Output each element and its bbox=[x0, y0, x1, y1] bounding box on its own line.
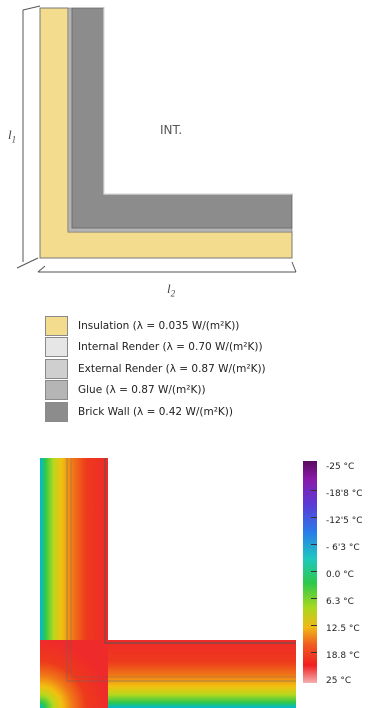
l1-subscript: 1 bbox=[11, 134, 17, 145]
legend-label: Brick Wall (λ = 0.42 W/(m²K)) bbox=[78, 405, 233, 418]
thermal-interior bbox=[108, 458, 298, 640]
scale-label: 12.5 °C bbox=[326, 624, 360, 634]
interior-label: INT. bbox=[160, 123, 183, 137]
scale-tick bbox=[311, 490, 317, 491]
legend-swatch bbox=[45, 380, 68, 401]
l2-right-arrow bbox=[291, 261, 297, 273]
scale-tick bbox=[311, 544, 317, 545]
l2-left-arrow bbox=[37, 265, 46, 273]
thermal-boundary-glue bbox=[70, 458, 296, 678]
l2-letter: l bbox=[167, 281, 171, 296]
scale-label: 25 °C bbox=[326, 676, 352, 686]
scale-label: -12'5 °C bbox=[326, 516, 363, 526]
legend-item-brick-wall: Brick Wall (λ = 0.42 W/(m²K)) bbox=[45, 401, 365, 423]
legend-swatch bbox=[45, 315, 68, 336]
legend-swatch bbox=[45, 358, 68, 379]
thermal-horizontal-leg bbox=[108, 640, 296, 708]
material-legend: Insulation (λ = 0.035 W/(m²K)) Internal … bbox=[45, 315, 365, 423]
scale-tick bbox=[311, 571, 317, 572]
legend-item-insulation: Insulation (λ = 0.035 W/(m²K)) bbox=[45, 315, 365, 337]
legend-label: Glue (λ = 0.87 W/(m²K)) bbox=[78, 384, 206, 397]
legend-label: External Render (λ = 0.87 W/(m²K)) bbox=[78, 362, 266, 375]
temperature-scale-bar bbox=[303, 461, 317, 683]
legend-item-external-render: External Render (λ = 0.87 W/(m²K)) bbox=[45, 358, 365, 380]
legend-item-internal-render: Internal Render (λ = 0.70 W/(m²K)) bbox=[45, 337, 365, 359]
l2-subscript: 2 bbox=[170, 288, 176, 299]
l1-bottom-arrow bbox=[16, 257, 39, 269]
scale-tick bbox=[311, 598, 317, 599]
internal-render-layer bbox=[103, 8, 292, 195]
l1-top-arrow bbox=[22, 5, 41, 11]
thermal-vertical-leg bbox=[40, 458, 108, 646]
l2-label: l2 bbox=[167, 281, 175, 299]
scale-label: - 6'3 °C bbox=[326, 543, 360, 553]
thermal-corner bbox=[40, 640, 108, 708]
scale-label: -18'8 °C bbox=[326, 489, 363, 499]
l1-label: l1 bbox=[8, 127, 16, 145]
scale-tick bbox=[311, 625, 317, 626]
scale-tick bbox=[311, 517, 317, 518]
scale-label: 0.0 °C bbox=[326, 570, 354, 580]
l1-letter: l bbox=[8, 127, 12, 142]
legend-item-glue: Glue (λ = 0.87 W/(m²K)) bbox=[45, 380, 365, 402]
scale-label: -25 °C bbox=[326, 462, 355, 472]
legend-swatch bbox=[45, 401, 68, 422]
legend-swatch bbox=[45, 337, 68, 358]
thermal-boundary-insulation bbox=[66, 458, 296, 682]
legend-label: Insulation (λ = 0.035 W/(m²K)) bbox=[78, 319, 240, 332]
scale-tick bbox=[311, 652, 317, 653]
wall-corner-diagram bbox=[16, 5, 297, 273]
thermal-boundary-brick bbox=[104, 458, 296, 644]
legend-label: Internal Render (λ = 0.70 W/(m²K)) bbox=[78, 341, 263, 354]
scale-label: 18.8 °C bbox=[326, 651, 360, 661]
thermal-map bbox=[40, 458, 298, 708]
scale-label: 6.3 °C bbox=[326, 597, 354, 607]
